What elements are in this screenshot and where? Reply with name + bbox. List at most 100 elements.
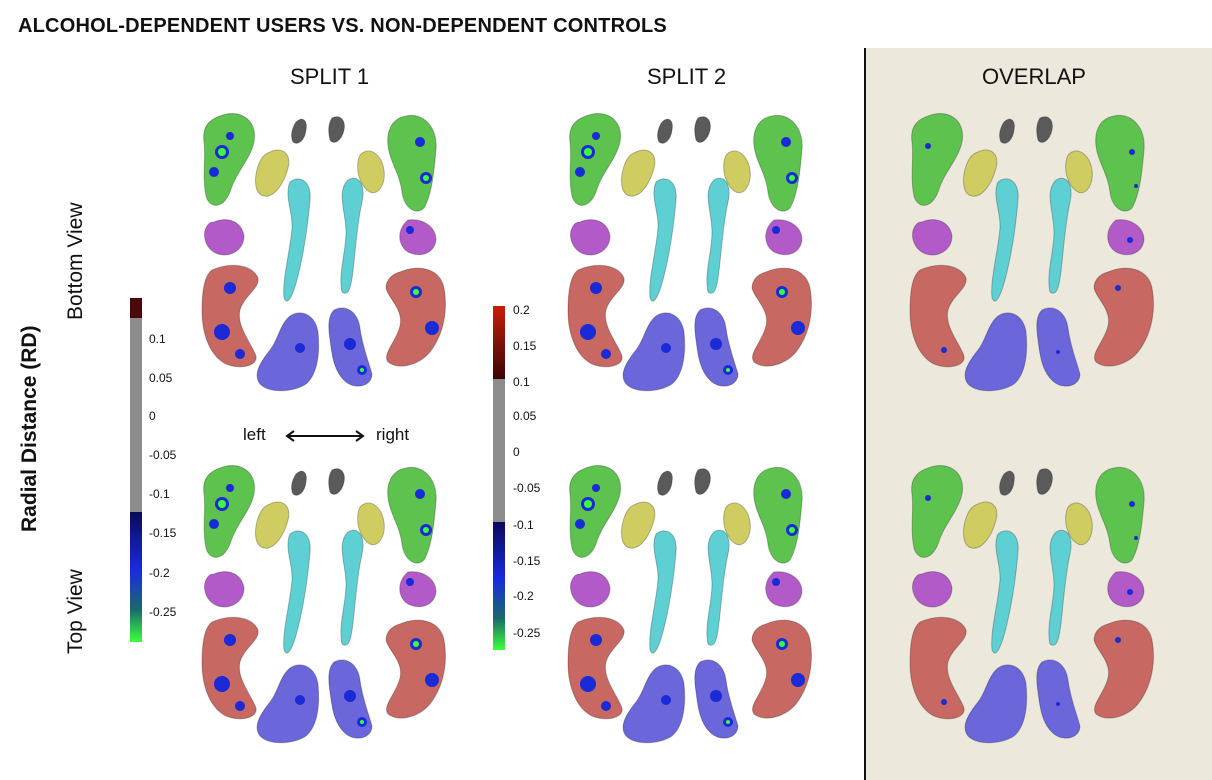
brain-panel-split1-bottom [201,113,446,392]
significance-blob [1115,637,1121,643]
structure-hippocampus [569,113,622,206]
structure-amygdala [621,149,656,197]
colorbar-left-tick: 0.1 [149,332,166,346]
structure-hippocampus [1095,114,1145,212]
colorbar-left-tick: -0.05 [149,448,177,462]
colorbar-left-tick: -0.15 [149,526,177,540]
significance-blob [415,489,425,499]
column-header-split1: SPLIT 1 [290,64,370,89]
significance-blob-strong [413,641,419,647]
structure-putamen [567,616,625,720]
structure-hippocampus [911,113,964,206]
structure-caudate [706,177,730,294]
structure-caudate [649,530,677,654]
significance-blob [344,338,356,350]
structure-amygdala [255,501,290,549]
significance-blob [235,349,245,359]
column-header-overlap: OVERLAP [982,64,1086,89]
structure-amygdala [357,150,385,194]
structure-caudate [1048,177,1072,294]
significance-blob [661,343,671,353]
significance-blob [224,634,236,646]
structure-hippocampus [387,466,437,564]
significance-blob [406,226,414,234]
structure-caudate [340,177,364,294]
significance-blob-strong [726,368,730,372]
structure-thalamus [912,219,953,256]
colorbar-left [130,298,142,642]
significance-blob [925,495,931,501]
significance-blob [772,578,780,586]
structure-thalamus [399,571,437,608]
structure-amygdala [621,501,656,549]
significance-blob [575,519,585,529]
significance-blob [661,695,671,705]
colorbar-left-tick: -0.25 [149,605,177,619]
significance-blob [580,676,596,692]
structure-thalamus [765,571,803,608]
colorbar-right-tick: 0 [513,445,520,459]
significance-blob [425,321,439,335]
structure-caudate [991,530,1019,654]
significance-blob [601,349,611,359]
structure-thalamus [570,571,611,608]
colorbar-left-tick: -0.2 [149,566,170,580]
structure-caudate [649,178,677,302]
significance-blob [580,324,596,340]
brain-panel-overlap-top [909,465,1154,744]
significance-blob [425,673,439,687]
structure-putamen [909,616,967,720]
significance-blob [415,137,425,147]
significance-blob [209,167,219,177]
structure-hippocampus [1095,466,1145,564]
structure-caudate [706,529,730,646]
structure-pallidum [964,312,1028,392]
structure-hippocampus [387,114,437,212]
left-right-arrow-icon [285,430,365,442]
significance-blob [214,324,230,340]
brain-panel-overlap-bottom [909,113,1154,392]
colorbar-right-tick: -0.05 [513,481,541,495]
brain-panel-split2-top [567,465,812,744]
structure-hippocampus [203,113,256,206]
significance-blob [226,484,234,492]
significance-blob-strong [423,175,429,181]
significance-blob [344,690,356,702]
structure-caudate [283,530,311,654]
structure-thalamus [204,571,245,608]
structure-amygdala [963,149,998,197]
structure-accumbens [657,470,673,496]
significance-blob [590,634,602,646]
structure-pallidum [622,664,686,744]
colorbar-right-tick: 0.1 [513,375,530,389]
significance-blob-strong [360,368,364,372]
significance-blob-strong [779,641,785,647]
structure-accumbens [1036,468,1053,495]
structure-accumbens [999,470,1015,496]
significance-blob [235,701,245,711]
figure-title: ALCOHOL-DEPENDENT USERS VS. NON-DEPENDEN… [18,15,667,37]
significance-blob [791,673,805,687]
colorbar-left-tick: 0.05 [149,371,173,385]
structure-putamen [385,267,446,367]
significance-blob-strong [584,500,592,508]
significance-blob-strong [779,289,785,295]
significance-blob [209,519,219,529]
significance-blob-strong [360,720,364,724]
structure-putamen [201,264,259,368]
structure-accumbens [657,118,673,144]
significance-blob [214,676,230,692]
structure-thalamus [912,571,953,608]
significance-blob [1129,501,1135,507]
structure-thalamus [570,219,611,256]
significance-blob [781,137,791,147]
colorbar-right-tick: -0.1 [513,518,534,532]
structure-accumbens [694,116,711,143]
structure-thalamus [1107,219,1145,256]
significance-blob [772,226,780,234]
significance-blob [791,321,805,335]
colorbar-right-tick: -0.15 [513,554,541,568]
structure-thalamus [1107,571,1145,608]
colorbar-left-tick: 0 [149,409,156,423]
colorbar-right [493,306,505,650]
